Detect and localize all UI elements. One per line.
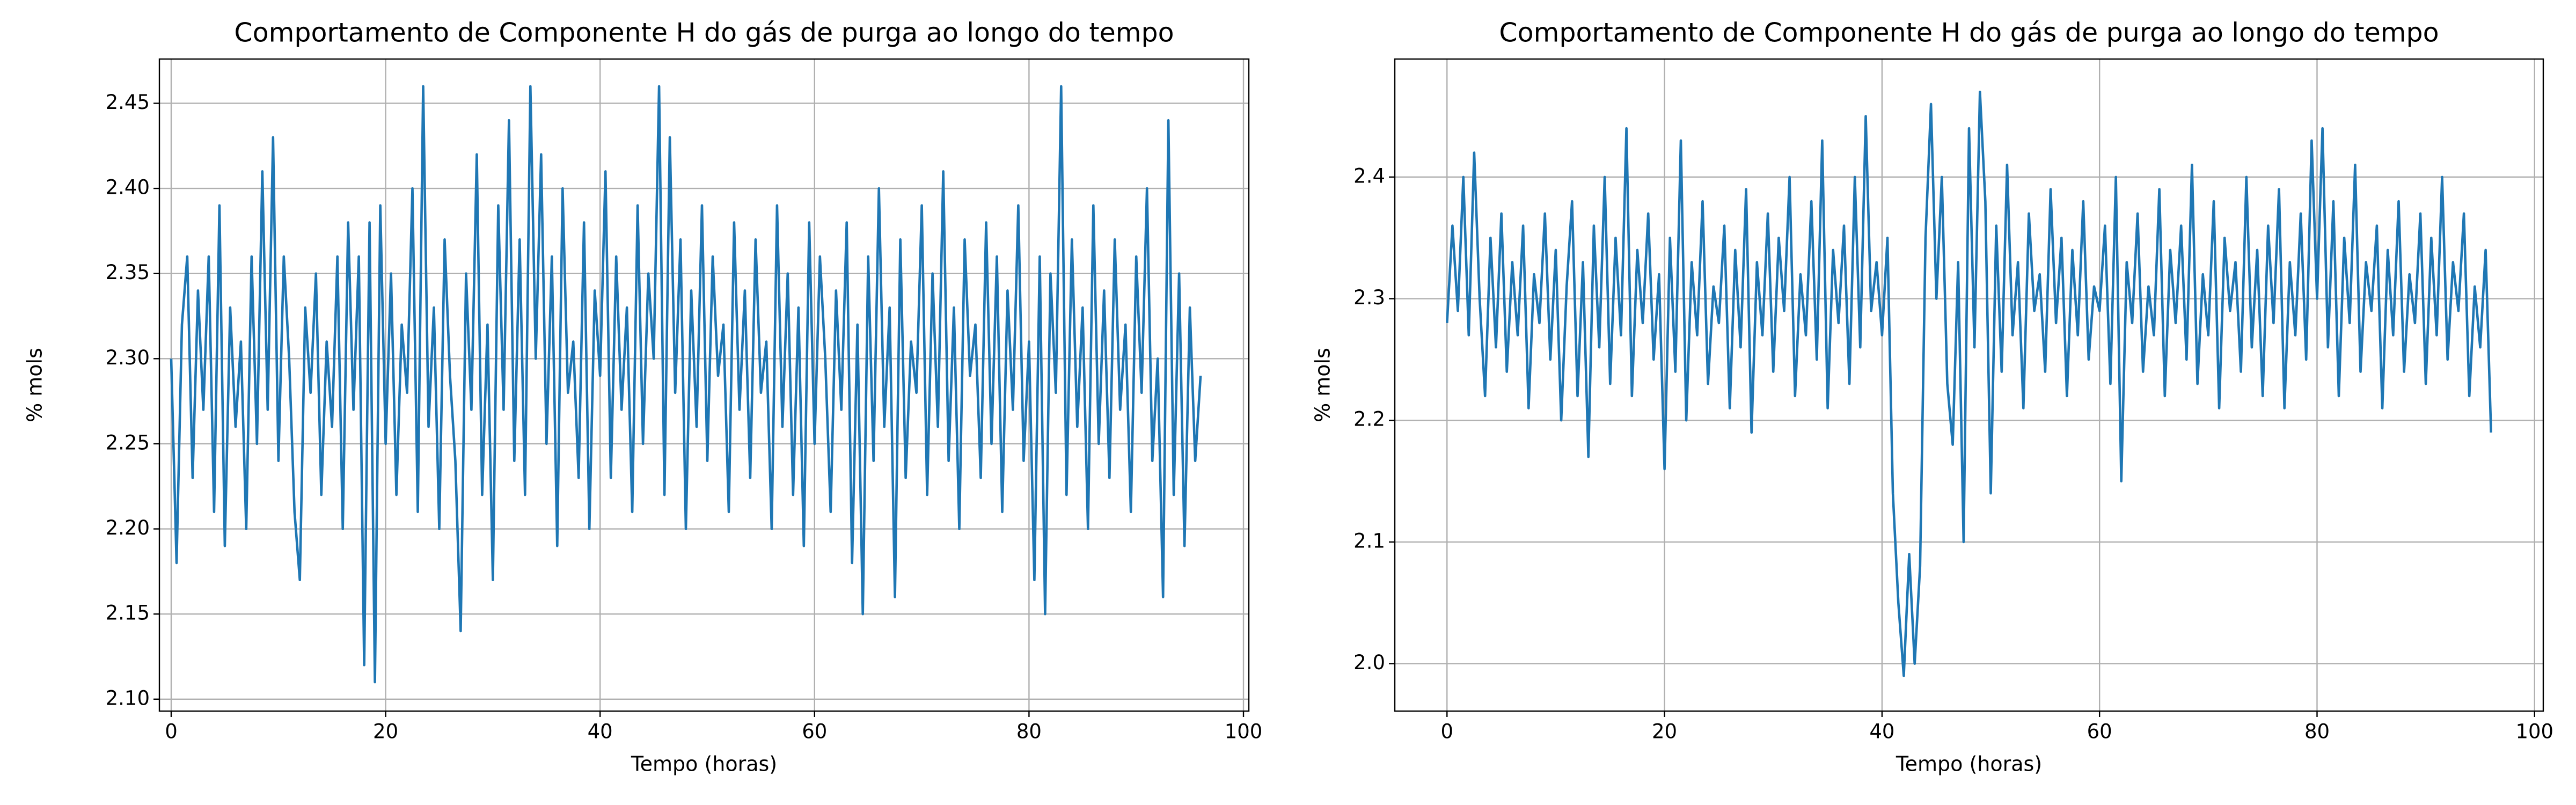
x-tick-label: 60 bbox=[2087, 720, 2112, 743]
y-tick-label: 2.15 bbox=[106, 602, 150, 625]
y-tick-label: 2.45 bbox=[106, 91, 150, 114]
x-tick-label: 40 bbox=[1869, 720, 1894, 743]
x-axis-label: Tempo (horas) bbox=[1896, 752, 2042, 776]
x-tick-label: 0 bbox=[1440, 720, 1453, 743]
x-tick-label: 100 bbox=[1225, 720, 1263, 743]
y-axis-label: % mols bbox=[1311, 348, 1335, 422]
data-line bbox=[1446, 90, 2492, 677]
chart-title: Comportamento de Componente H do gás de … bbox=[234, 18, 1174, 48]
y-tick-label: 2.25 bbox=[106, 431, 150, 454]
chart-title: Comportamento de Componente H do gás de … bbox=[1499, 18, 2439, 48]
x-tick-label: 100 bbox=[2515, 720, 2553, 743]
y-tick-label: 2.30 bbox=[106, 346, 150, 369]
y-axis-label: % mols bbox=[23, 348, 47, 422]
y-tick-label: 2.4 bbox=[1353, 164, 1385, 187]
x-tick-label: 20 bbox=[373, 720, 398, 743]
y-tick-label: 2.35 bbox=[106, 261, 150, 284]
y-tick-label: 2.10 bbox=[106, 686, 150, 709]
y-tick-label: 2.2 bbox=[1353, 408, 1385, 431]
axes-frame bbox=[1394, 58, 2544, 712]
axes-frame bbox=[158, 58, 1250, 712]
x-tick-label: 0 bbox=[165, 720, 178, 743]
x-tick-label: 40 bbox=[588, 720, 613, 743]
y-tick-label: 2.0 bbox=[1353, 651, 1385, 674]
x-tick-label: 80 bbox=[1016, 720, 1042, 743]
y-tick-label: 2.3 bbox=[1353, 286, 1385, 309]
data-line bbox=[170, 85, 1202, 684]
y-tick-label: 2.1 bbox=[1353, 529, 1385, 552]
x-tick-label: 80 bbox=[2304, 720, 2330, 743]
y-tick-label: 2.40 bbox=[106, 176, 150, 199]
y-tick-label: 2.20 bbox=[106, 516, 150, 539]
x-tick-label: 60 bbox=[802, 720, 827, 743]
x-axis-label: Tempo (horas) bbox=[631, 752, 777, 776]
x-tick-label: 20 bbox=[1652, 720, 1677, 743]
